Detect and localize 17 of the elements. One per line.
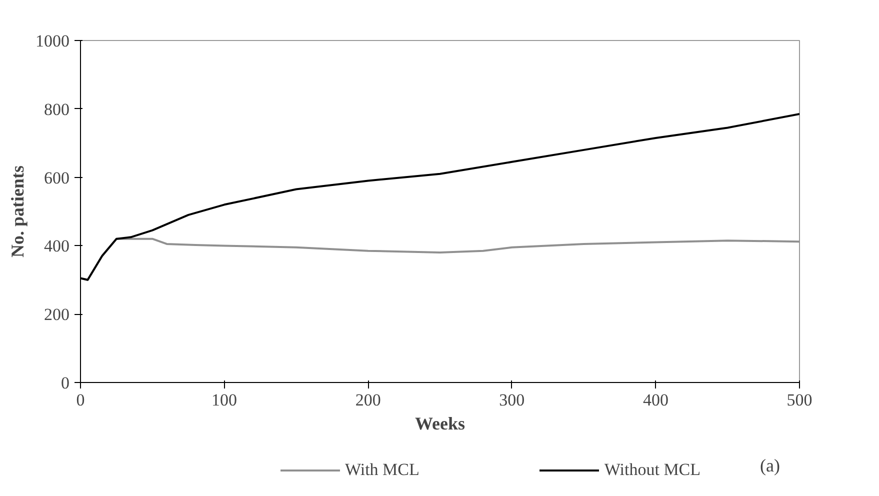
y-tick-label: 600 — [44, 168, 70, 188]
y-tick-label: 800 — [44, 100, 70, 119]
y-tick-label: 1000 — [36, 32, 70, 50]
legend-label: With MCL — [345, 460, 420, 480]
x-tick-label: 200 — [355, 390, 381, 410]
y-tick-label: 0 — [61, 374, 70, 392]
x-tick-label: 0 — [76, 390, 85, 410]
y-axis-title: No. patients — [8, 165, 28, 258]
text: (a) — [760, 456, 780, 476]
x-tick-label: 500 — [786, 390, 812, 410]
y-tick-label: 200 — [44, 305, 70, 324]
x-tick-label: 300 — [499, 390, 525, 410]
x-axis-title: Weeks — [415, 414, 466, 434]
x-tick-label: 100 — [212, 390, 238, 410]
legend-label: Without MCL — [604, 460, 701, 480]
y-tick-label: 400 — [44, 236, 70, 256]
x-tick-label: 400 — [642, 390, 668, 410]
